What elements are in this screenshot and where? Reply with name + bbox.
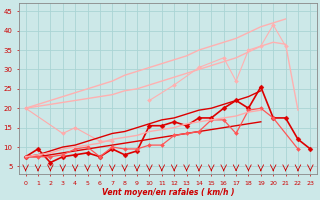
X-axis label: Vent moyen/en rafales ( km/h ): Vent moyen/en rafales ( km/h ) [102,188,234,197]
